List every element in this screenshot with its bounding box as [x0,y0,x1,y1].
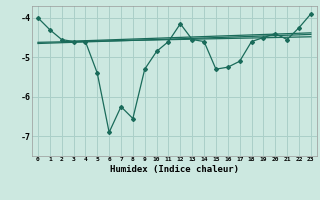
X-axis label: Humidex (Indice chaleur): Humidex (Indice chaleur) [110,165,239,174]
